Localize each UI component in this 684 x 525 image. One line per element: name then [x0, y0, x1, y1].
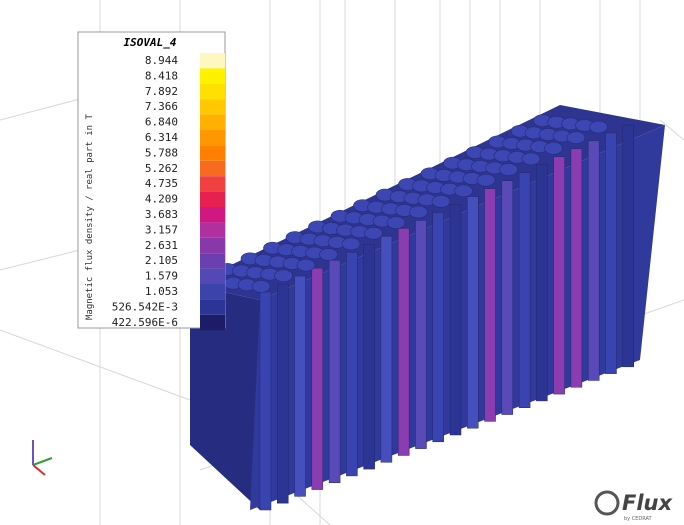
level-swatch: [200, 161, 225, 176]
pillar-top: [522, 153, 540, 165]
level-swatch: [200, 299, 225, 314]
pillar: [588, 141, 599, 381]
level-swatch: [200, 176, 225, 191]
pillar: [260, 292, 271, 510]
pillar-top: [477, 174, 495, 186]
pillar-top: [500, 164, 518, 176]
logo: Flux by CEDRAT: [596, 491, 673, 522]
level-label: 7.366: [145, 100, 178, 113]
pillar: [329, 260, 340, 483]
level-label: 4.209: [145, 193, 178, 206]
level-label: 6.840: [145, 116, 178, 129]
pillar-top: [252, 280, 270, 292]
logo-vendor: by CEDRAT: [624, 516, 653, 522]
scene: ISOVAL_4 Magnetic flux density / real pa…: [0, 0, 684, 525]
pillar-top: [365, 227, 383, 239]
level-swatch: [200, 115, 225, 130]
level-swatch: [200, 145, 225, 160]
pillar: [398, 228, 409, 455]
level-swatch: [200, 192, 225, 207]
level-label: 1.579: [145, 270, 178, 283]
level-label: 2.631: [145, 239, 178, 252]
pillar-top: [545, 142, 563, 154]
axis-triad: [33, 440, 52, 475]
legend-title: ISOVAL_4: [124, 36, 177, 49]
pillar: [571, 149, 582, 387]
level-label: 1.053: [145, 285, 178, 298]
pillar: [312, 268, 323, 489]
level-swatch: [200, 284, 225, 299]
level-label: 7.892: [145, 85, 178, 98]
pillar-top: [567, 132, 585, 144]
level-swatch: [200, 207, 225, 222]
pillar: [277, 284, 288, 503]
pillar-top: [455, 185, 473, 197]
level-swatch: [200, 222, 225, 237]
pillar: [554, 157, 565, 394]
viewport: ISOVAL_4 Magnetic flux density / real pa…: [0, 0, 684, 525]
pillar: [623, 125, 634, 367]
pillar-top: [275, 270, 293, 282]
pillar: [485, 189, 496, 422]
pillar-top: [342, 238, 360, 250]
level-label: 2.105: [145, 254, 178, 267]
level-label: 5.262: [145, 162, 178, 175]
level-swatch: [200, 253, 225, 268]
level-swatch: [200, 84, 225, 99]
level-label: 3.157: [145, 223, 178, 236]
level-swatch: [200, 315, 225, 330]
pillar: [346, 252, 357, 476]
logo-name: Flux: [622, 491, 673, 515]
pillar: [467, 197, 478, 429]
pillar-top: [590, 121, 608, 133]
pillar: [433, 212, 444, 441]
level-label: 3.683: [145, 208, 178, 221]
level-swatch: [200, 53, 225, 68]
level-label: 8.944: [145, 54, 178, 67]
level-swatch: [200, 238, 225, 253]
pillar: [502, 181, 513, 415]
level-label: 6.314: [145, 131, 178, 144]
pillar: [450, 205, 461, 436]
legend-quantity: Magnetic flux density / real part in T: [85, 114, 95, 320]
level-label: 5.788: [145, 146, 178, 159]
pillar-top: [297, 259, 315, 271]
pillar-top: [410, 206, 428, 218]
pillar: [364, 244, 375, 469]
level-swatch: [200, 99, 225, 114]
pillar-top: [320, 249, 338, 261]
pillar: [536, 165, 547, 401]
pillar: [295, 276, 306, 496]
level-label: 4.735: [145, 177, 178, 190]
pillar-top: [387, 217, 405, 229]
level-swatch: [200, 130, 225, 145]
level-swatch: [200, 269, 225, 284]
pillar: [605, 133, 616, 374]
level-swatch: [200, 68, 225, 83]
pillar: [415, 220, 426, 448]
pillar: [519, 173, 530, 408]
pillar-top: [432, 195, 450, 207]
level-label: 526.542E-3: [112, 300, 178, 313]
level-label: 8.418: [145, 69, 178, 82]
level-label: 422.596E-6: [112, 316, 178, 329]
pillar: [381, 236, 392, 462]
